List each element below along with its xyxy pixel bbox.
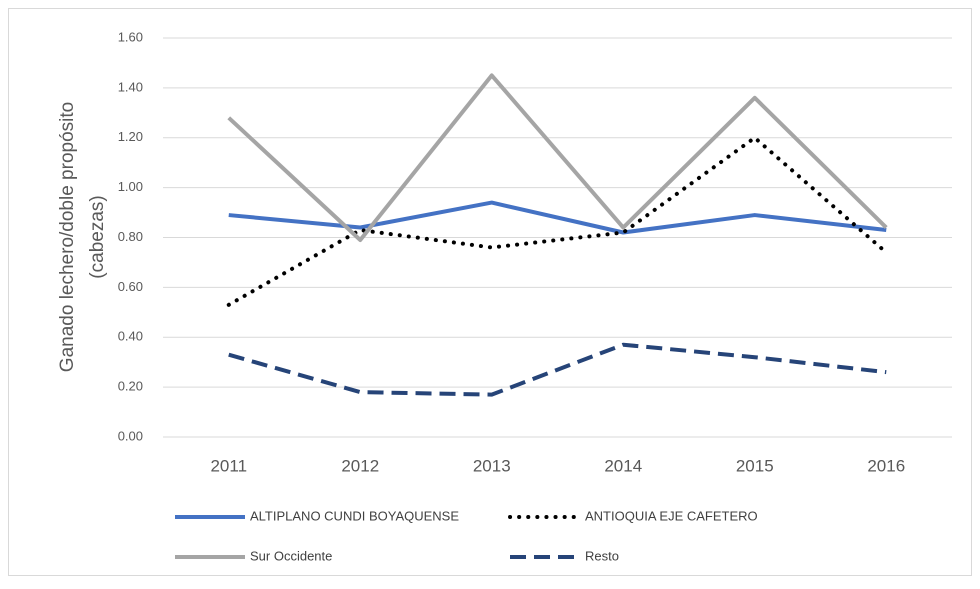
y-tick-label: 0.00 xyxy=(118,428,143,443)
series-line xyxy=(228,200,887,235)
x-tick-label: 2016 xyxy=(867,456,905,475)
series-line xyxy=(228,342,887,397)
y-tick-label: 1.40 xyxy=(118,79,143,94)
y-tick-label: 0.80 xyxy=(118,229,143,244)
x-tick-label: 2014 xyxy=(604,456,642,475)
legend-label: ALTIPLANO CUNDI BOYAQUENSE xyxy=(250,508,459,523)
x-tick-label: 2011 xyxy=(210,456,247,475)
y-tick-label: 1.20 xyxy=(118,129,143,144)
y-tick-label: 0.20 xyxy=(118,379,143,394)
x-tick-label: 2015 xyxy=(736,456,774,475)
y-axis-title: (cabezas) xyxy=(87,195,108,278)
x-tick-label: 2013 xyxy=(473,456,511,475)
legend-label: Sur Occidente xyxy=(250,548,332,563)
y-axis-title: Ganado lechero/doble propósito xyxy=(57,102,78,372)
legend-label: Resto xyxy=(585,548,619,563)
y-tick-label: 1.60 xyxy=(118,29,143,44)
y-tick-label: 0.40 xyxy=(118,329,143,344)
series-line xyxy=(227,73,888,242)
y-tick-label: 0.60 xyxy=(118,279,143,294)
series-line xyxy=(226,135,889,307)
x-tick-label: 2012 xyxy=(341,456,379,475)
chart-frame xyxy=(8,8,972,576)
legend-label: ANTIOQUIA EJE CAFETERO xyxy=(585,508,758,523)
y-tick-label: 1.00 xyxy=(118,179,143,194)
